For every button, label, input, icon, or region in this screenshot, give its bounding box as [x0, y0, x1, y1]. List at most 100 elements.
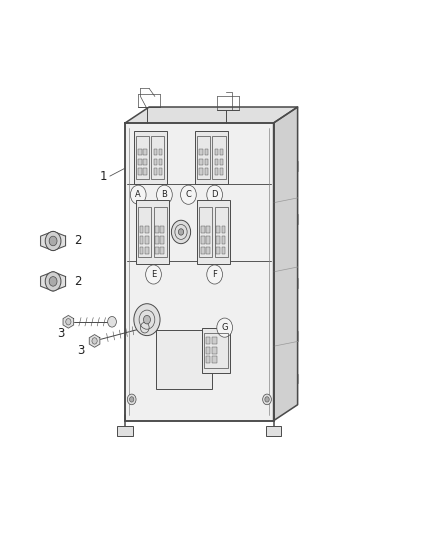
Bar [201, 236, 205, 244]
Circle shape [49, 277, 57, 286]
Bar [136, 200, 169, 264]
Circle shape [207, 265, 223, 284]
Circle shape [127, 394, 136, 405]
Circle shape [180, 185, 196, 204]
Circle shape [178, 229, 184, 235]
Bar [138, 207, 151, 257]
Circle shape [265, 397, 269, 402]
Bar [206, 337, 210, 344]
Polygon shape [89, 335, 100, 348]
Bar [199, 168, 203, 174]
Bar [197, 200, 230, 264]
Bar [205, 168, 208, 174]
Circle shape [131, 185, 146, 204]
Bar [222, 225, 225, 233]
Bar [160, 236, 164, 244]
Polygon shape [41, 231, 66, 251]
Bar [159, 159, 162, 165]
Circle shape [45, 231, 61, 251]
Bar [138, 149, 142, 156]
Bar [153, 168, 157, 174]
Bar [199, 149, 203, 156]
Bar [212, 136, 226, 179]
Bar [222, 236, 225, 244]
Text: B: B [162, 190, 167, 199]
Bar [266, 426, 281, 435]
Bar [215, 168, 218, 174]
Bar [140, 236, 144, 244]
Circle shape [108, 317, 117, 327]
Bar [153, 207, 166, 257]
Bar [160, 247, 164, 254]
Circle shape [92, 338, 97, 344]
Bar [155, 330, 212, 389]
Bar [117, 426, 133, 435]
Bar [215, 159, 218, 165]
Bar [155, 247, 159, 254]
Bar [145, 247, 149, 254]
Bar [206, 225, 210, 233]
Text: 2: 2 [74, 235, 81, 247]
Bar [220, 149, 223, 156]
Bar [212, 347, 217, 354]
Bar [144, 159, 147, 165]
Bar [220, 168, 223, 174]
Bar [215, 207, 228, 257]
Bar [151, 136, 164, 179]
Circle shape [207, 185, 223, 204]
Text: 2: 2 [74, 275, 81, 288]
Bar [206, 247, 210, 254]
Bar [140, 247, 144, 254]
Bar [216, 247, 220, 254]
Bar [160, 225, 164, 233]
Circle shape [146, 265, 161, 284]
Circle shape [263, 394, 272, 405]
Polygon shape [63, 316, 74, 328]
Bar [199, 207, 212, 257]
Text: F: F [212, 270, 217, 279]
Polygon shape [274, 107, 297, 421]
Bar [216, 236, 220, 244]
Bar [140, 225, 144, 233]
Bar [205, 149, 208, 156]
Circle shape [217, 318, 233, 337]
Circle shape [134, 304, 160, 336]
Circle shape [66, 319, 71, 325]
Bar [125, 123, 274, 421]
Circle shape [130, 397, 134, 402]
Circle shape [171, 220, 191, 244]
Bar [197, 136, 210, 179]
Bar [155, 236, 159, 244]
Bar [201, 225, 205, 233]
Bar [153, 149, 157, 156]
Bar [222, 247, 225, 254]
Bar [195, 131, 228, 184]
Bar [199, 159, 203, 165]
Bar [144, 168, 147, 174]
Bar [145, 236, 149, 244]
Bar [206, 236, 210, 244]
Bar [205, 159, 208, 165]
Text: 3: 3 [57, 327, 65, 340]
Text: 3: 3 [77, 344, 85, 357]
Bar [136, 136, 149, 179]
Text: 1: 1 [100, 169, 108, 183]
Circle shape [156, 185, 172, 204]
Bar [206, 357, 210, 364]
Bar [212, 357, 217, 364]
Polygon shape [125, 107, 297, 123]
Bar [212, 337, 217, 344]
Bar [134, 131, 166, 184]
Bar [153, 159, 157, 165]
Bar [155, 225, 159, 233]
Bar [215, 149, 218, 156]
Text: D: D [212, 190, 218, 199]
Circle shape [49, 236, 57, 246]
Bar [125, 123, 274, 421]
Bar [145, 225, 149, 233]
Bar [220, 159, 223, 165]
Bar [206, 347, 210, 354]
Bar [204, 333, 228, 368]
Bar [159, 149, 162, 156]
Circle shape [144, 316, 150, 324]
